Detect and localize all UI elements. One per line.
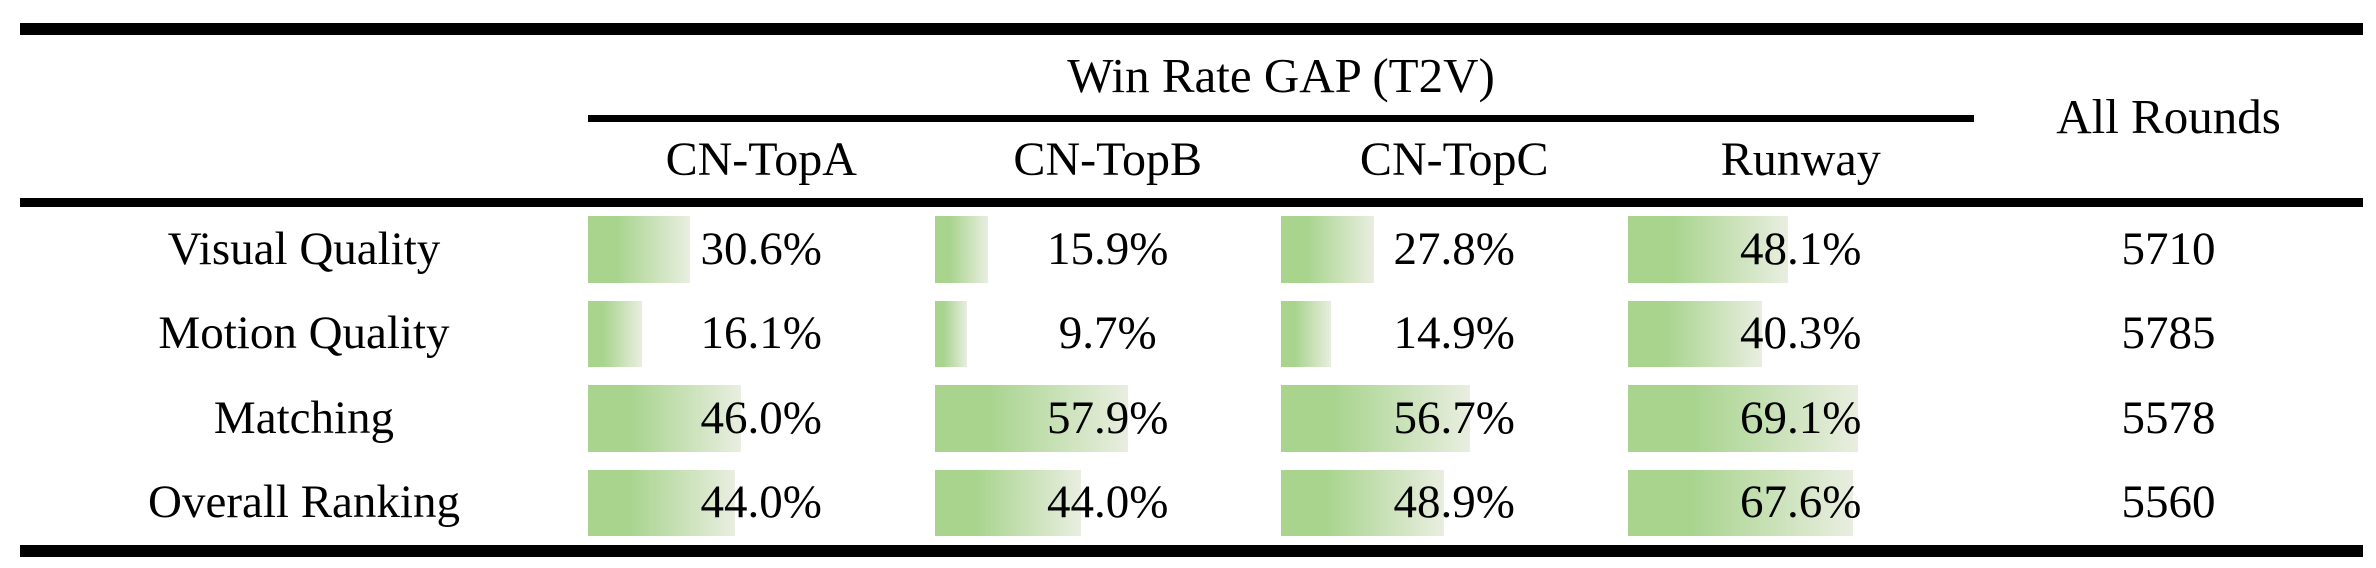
win-rate-bar-track [1627, 300, 1962, 367]
win-rate-bar [934, 469, 1082, 536]
win-rate-value: 27.8% [1393, 222, 1515, 275]
table-cell: 56.7% [1281, 376, 1628, 461]
win-rate-value: 15.9% [1047, 222, 1169, 275]
header-spacer [20, 35, 588, 198]
win-rate-value: 16.1% [700, 307, 822, 360]
table-cell: 9.7% [934, 292, 1282, 377]
table-cell: 44.0% [588, 461, 935, 546]
table-cell: 14.9% [1281, 292, 1628, 377]
win-rate-bar [1281, 469, 1445, 536]
win-rate-bar [588, 300, 642, 367]
table-cell: 46.0% [588, 376, 935, 461]
table-cell: 30.6% [588, 207, 935, 292]
win-rate-value: 30.6% [700, 222, 822, 275]
win-rate-table: Win Rate GAP (T2V) All Rounds CN-TopA CN… [20, 23, 2363, 557]
row-label: Visual Quality [167, 222, 441, 275]
win-rate-value: 40.3% [1740, 307, 1862, 360]
win-rate-bar-track [934, 469, 1269, 536]
column-header-cn-topa: CN-TopA [665, 133, 857, 186]
win-rate-value: 57.9% [1047, 391, 1169, 444]
win-rate-bar [588, 385, 742, 452]
win-rate-bar [588, 469, 735, 536]
win-rate-bar [934, 300, 967, 367]
table-header: Win Rate GAP (T2V) All Rounds CN-TopA CN… [20, 35, 2363, 198]
win-rate-bar-track [934, 300, 1269, 367]
all-rounds-value: 5560 [2121, 476, 2216, 529]
table-cell: 57.9% [934, 376, 1282, 461]
win-rate-value: 56.7% [1393, 391, 1515, 444]
win-rate-bar [1281, 385, 1471, 452]
table-row-visual-quality: Visual Quality 30.6% 15.9% 27.8% 48.1% 5… [20, 207, 2363, 292]
table-cell: 44.0% [934, 461, 1282, 546]
all-rounds-value: 5785 [2121, 307, 2216, 360]
win-rate-value: 44.0% [700, 476, 822, 529]
win-rate-value: 44.0% [1047, 476, 1169, 529]
win-rate-value: 46.0% [700, 391, 822, 444]
row-label: Matching [213, 391, 395, 444]
table-row-matching: Matching 46.0% 57.9% 56.7% 69.1% 5578 [20, 376, 2363, 461]
win-rate-bar-track [1627, 469, 1962, 536]
win-rate-bar-track [934, 216, 1269, 283]
table-cell: 69.1% [1627, 376, 1975, 461]
win-rate-bar-track [588, 385, 922, 452]
table-cell: 48.9% [1281, 461, 1628, 546]
column-header-cn-topb: CN-TopB [1013, 133, 1203, 186]
win-rate-bar [1281, 300, 1331, 367]
table-row-motion-quality: Motion Quality 16.1% 9.7% 14.9% 40.3% 57… [20, 292, 2363, 377]
win-rate-value: 67.6% [1740, 476, 1862, 529]
table-row-overall-ranking: Overall Ranking 44.0% 44.0% 48.9% 67.6% … [20, 461, 2363, 546]
column-header-all-rounds: All Rounds [2056, 89, 2281, 144]
win-rate-bar-track [934, 385, 1269, 452]
group-header-win-rate-gap: Win Rate GAP (T2V) [588, 35, 1974, 122]
win-rate-bar [1627, 469, 1853, 536]
win-rate-bar-track [1281, 300, 1615, 367]
win-rate-value: 14.9% [1393, 307, 1515, 360]
table-cell: 40.3% [1627, 292, 1975, 377]
win-rate-bar-track [1281, 216, 1615, 283]
row-label: Motion Quality [158, 307, 450, 360]
win-rate-bar-track [588, 216, 922, 283]
column-header-runway: Runway [1720, 133, 1881, 186]
win-rate-bar-track [1281, 385, 1615, 452]
win-rate-bar [1627, 216, 1788, 283]
column-header-cn-topc: CN-TopC [1359, 133, 1549, 186]
win-rate-bar [1627, 300, 1762, 367]
table-cell: 27.8% [1281, 207, 1628, 292]
win-rate-bar [1281, 216, 1374, 283]
table-header-rule [20, 198, 2363, 207]
win-rate-bar [934, 216, 988, 283]
win-rate-value: 9.7% [1058, 307, 1157, 360]
table-cell: 15.9% [934, 207, 1282, 292]
win-rate-bar [1627, 385, 1858, 452]
table-cell: 16.1% [588, 292, 935, 377]
win-rate-value: 48.9% [1393, 476, 1515, 529]
win-rate-bar-track [1281, 469, 1615, 536]
win-rate-bar-track [588, 469, 922, 536]
win-rate-bar [588, 216, 691, 283]
table-cell: 48.1% [1627, 207, 1975, 292]
win-rate-value: 48.1% [1740, 222, 1862, 275]
table-bottom-rule [20, 545, 2363, 557]
table-top-rule [20, 23, 2363, 35]
table-cell: 67.6% [1627, 461, 1975, 546]
row-label: Overall Ranking [148, 476, 460, 529]
win-rate-bar [934, 385, 1128, 452]
all-rounds-value: 5578 [2121, 391, 2216, 444]
win-rate-value: 69.1% [1740, 391, 1862, 444]
all-rounds-value: 5710 [2121, 222, 2216, 275]
win-rate-bar-track [1627, 385, 1962, 452]
win-rate-bar-track [1627, 216, 1962, 283]
win-rate-bar-track [588, 300, 922, 367]
